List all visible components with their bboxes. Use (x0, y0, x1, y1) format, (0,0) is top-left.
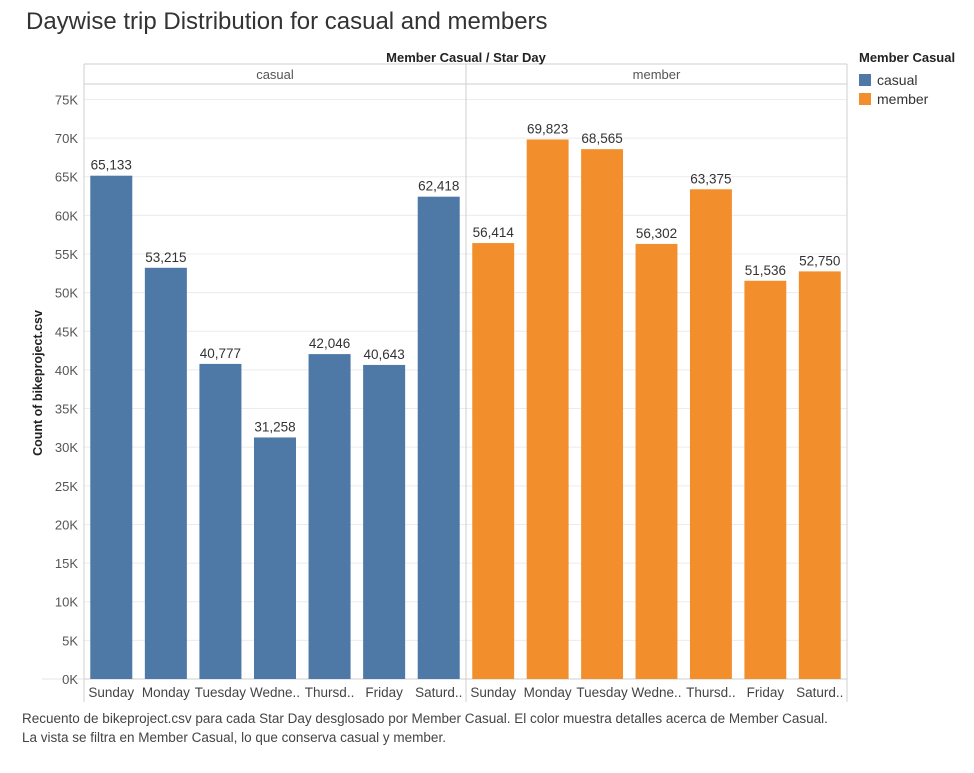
y-tick-label: 45K (55, 324, 78, 339)
bar (689, 189, 732, 679)
y-tick-label: 60K (55, 208, 78, 223)
y-tick-label: 65K (55, 170, 78, 185)
panel-header-casual: casual (256, 67, 294, 82)
y-tick-label: 15K (55, 556, 78, 571)
legend-title: Member Casual (859, 50, 956, 65)
x-tick-label: Saturd.. (796, 685, 843, 700)
x-tick-label: Thursd.. (686, 685, 736, 700)
data-label: 40,777 (200, 346, 241, 361)
x-tick-label: Saturd.. (415, 685, 462, 700)
x-tick-label: Tuesday (195, 685, 247, 700)
footnote: Recuento de bikeproject.csv para cada St… (22, 711, 828, 745)
data-label: 65,133 (91, 158, 132, 173)
y-tick-label: 0K (62, 672, 78, 687)
data-label: 63,375 (690, 171, 731, 186)
data-label: 31,258 (254, 419, 295, 434)
bar (253, 437, 297, 679)
data-label: 56,302 (636, 226, 677, 241)
panels: casual 65,133 Sunday 53,215 Monday 40,777 Tues… (88, 67, 843, 700)
bar (363, 364, 406, 679)
legend-label-casual: casual (877, 71, 918, 88)
column-header: Member Casual / Star Day (386, 50, 546, 65)
chart-title: Daywise trip Distribution for casual and… (26, 8, 548, 35)
bar (90, 175, 133, 680)
legend: Member Casual casual member (859, 50, 955, 108)
legend-item-member[interactable]: member (859, 89, 955, 108)
y-tick-label: 55K (55, 247, 78, 262)
data-label: 68,565 (581, 131, 622, 146)
data-label: 53,215 (145, 250, 186, 265)
y-tick-label: 40K (55, 363, 78, 378)
data-label: 51,536 (745, 263, 786, 278)
bar (144, 267, 187, 679)
y-tick-label: 20K (55, 517, 78, 532)
x-tick-label: Wedne.. (631, 685, 681, 700)
x-tick-label: Tuesday (576, 685, 628, 700)
data-label: 42,046 (309, 336, 350, 351)
y-tick-label: 50K (55, 286, 78, 301)
x-tick-label: Monday (142, 685, 190, 700)
bar (581, 149, 624, 679)
y-axis-label: Count of bikeproject.csv (31, 310, 45, 456)
data-label: 40,643 (363, 347, 404, 362)
x-tick-label: Friday (365, 685, 403, 700)
y-tick-label: 5K (62, 633, 78, 648)
legend-swatch-casual (859, 73, 871, 86)
y-tick-label: 35K (55, 402, 78, 417)
y-axis-ticks: 0K 5K 10K 15K 20K 25K 30K 35K 40K 45K 50K 55K 60K 65K… (55, 92, 78, 687)
bar (744, 280, 787, 679)
data-label: 62,418 (418, 179, 459, 194)
bar (472, 243, 515, 679)
bar (417, 196, 460, 680)
legend-item-casual[interactable]: casual (859, 70, 955, 89)
y-tick-label: 10K (55, 595, 78, 610)
bar (199, 363, 242, 679)
data-label: 69,823 (527, 121, 568, 136)
y-tick-label: 75K (55, 92, 78, 107)
data-label: 52,750 (799, 253, 840, 268)
x-tick-label: Thursd.. (305, 685, 355, 700)
bar (526, 139, 569, 680)
panel-casual: casual 65,133 Sunday 53,215 Monday 40,777 Tues… (88, 67, 462, 700)
x-tick-label: Monday (524, 685, 572, 700)
legend-swatch-member (859, 92, 871, 105)
x-tick-label: Sunday (88, 685, 134, 700)
legend-label-member: member (877, 90, 929, 107)
panel-member: member 56,414 Sunday 69,823 Monday 68,565 Tues… (470, 67, 843, 700)
panel-header-member: member (633, 67, 681, 82)
data-label: 56,414 (473, 225, 515, 240)
x-tick-label: Sunday (470, 685, 516, 700)
y-tick-label: 25K (55, 479, 78, 494)
x-tick-label: Friday (747, 685, 785, 700)
bar (308, 354, 351, 679)
bar (798, 271, 841, 679)
y-tick-label: 30K (55, 440, 78, 455)
x-tick-label: Wedne.. (250, 685, 300, 700)
bar (635, 243, 678, 679)
y-tick-label: 70K (55, 131, 78, 146)
